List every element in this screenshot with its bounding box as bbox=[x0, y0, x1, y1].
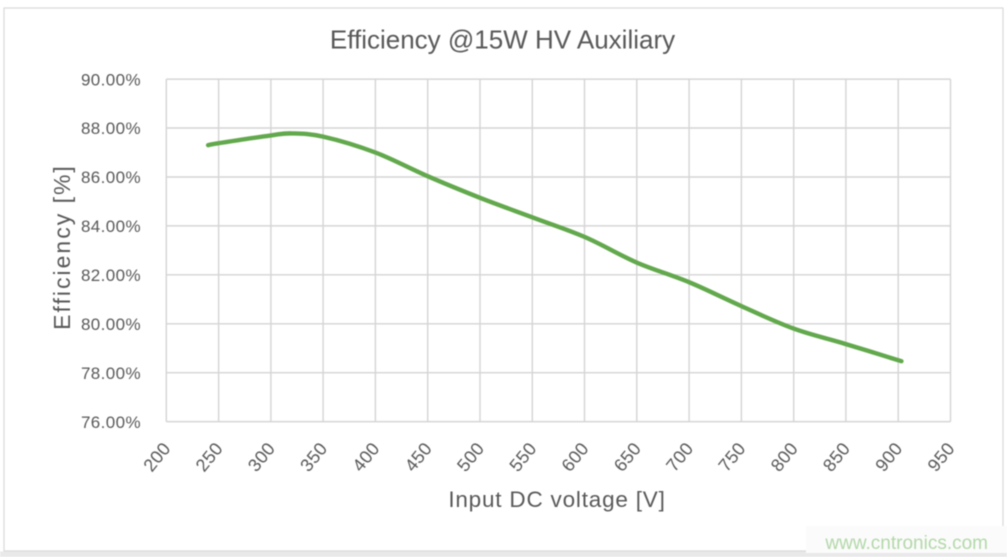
svg-text:84.00%: 84.00% bbox=[81, 217, 141, 236]
svg-text:Efficiency @15W HV Auxiliary: Efficiency @15W HV Auxiliary bbox=[330, 25, 675, 55]
svg-text:88.00%: 88.00% bbox=[81, 119, 141, 138]
svg-text:90.00%: 90.00% bbox=[81, 70, 141, 89]
svg-text:Efficiency [%]: Efficiency [%] bbox=[49, 164, 75, 330]
svg-text:www.cntronics.com: www.cntronics.com bbox=[824, 533, 988, 554]
svg-text:Input DC voltage [V]: Input DC voltage [V] bbox=[448, 487, 665, 512]
svg-text:80.00%: 80.00% bbox=[81, 315, 141, 334]
svg-text:76.00%: 76.00% bbox=[81, 413, 141, 432]
svg-text:86.00%: 86.00% bbox=[81, 168, 141, 187]
svg-text:82.00%: 82.00% bbox=[81, 266, 141, 285]
svg-text:78.00%: 78.00% bbox=[81, 364, 141, 383]
